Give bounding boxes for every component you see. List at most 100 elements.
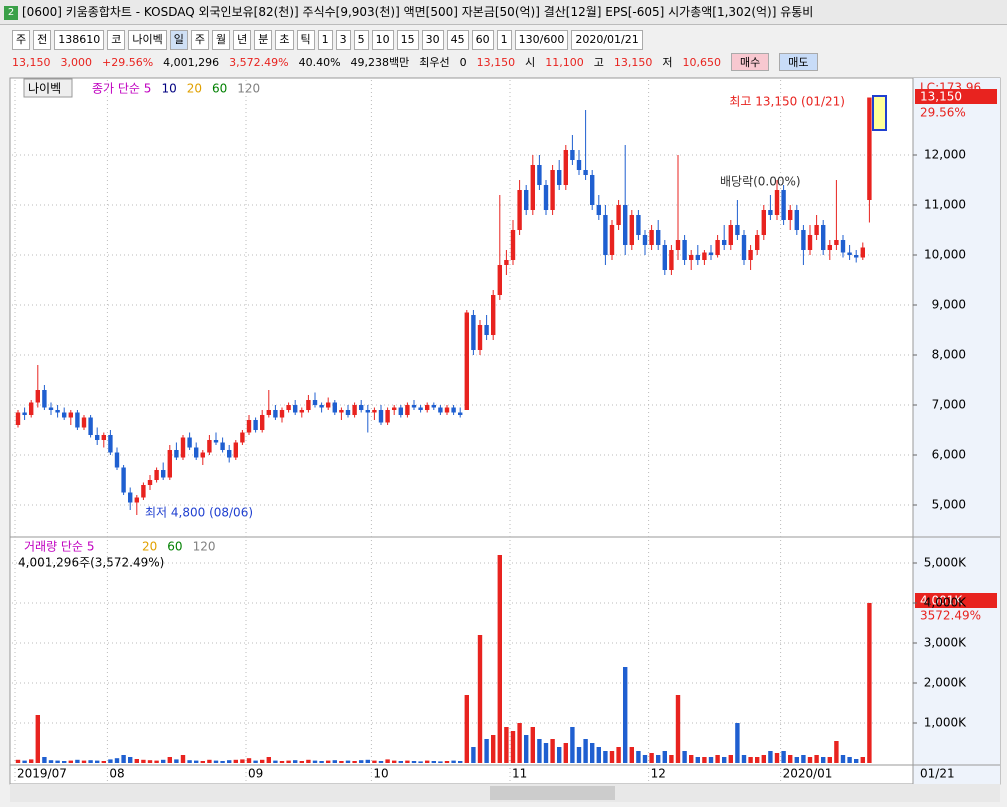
toolbar-item[interactable]: 년 xyxy=(233,30,252,50)
toolbar-item[interactable]: 5 xyxy=(353,30,369,50)
volume-bar xyxy=(326,760,331,763)
volume-bar xyxy=(398,761,403,763)
toolbar-item[interactable]: 1 xyxy=(496,30,512,50)
candle-body xyxy=(794,210,799,230)
info-bar: 13,150 3,000 +29.56% 4,001,296 3,572.49% 40.4… xyxy=(12,53,818,71)
info-item[interactable]: 매수 xyxy=(731,53,770,71)
candle-body xyxy=(81,417,87,428)
toolbar-item[interactable]: 130/600 xyxy=(514,30,569,50)
last-change: 29.56% xyxy=(920,106,966,120)
y-tick-label: 6,000 xyxy=(932,448,966,462)
volume-bar xyxy=(418,761,423,763)
candle-body xyxy=(187,437,192,448)
candle-body xyxy=(807,235,813,250)
info-item: 13,150 xyxy=(476,55,516,69)
toolbar-item[interactable]: 분 xyxy=(254,30,273,50)
volume-bar xyxy=(114,758,120,763)
candle-body xyxy=(662,245,667,270)
volume-bar xyxy=(867,602,872,763)
toolbar-item[interactable]: 2020/01/21 xyxy=(571,30,643,50)
volume-bar xyxy=(682,751,687,763)
legend-entry: 10 xyxy=(161,82,176,96)
scroll-thumb[interactable] xyxy=(490,786,615,800)
toolbar-item[interactable]: 전 xyxy=(33,30,52,50)
toolbar-item[interactable]: 3 xyxy=(335,30,351,50)
candle-body xyxy=(425,405,430,410)
candle-body xyxy=(708,252,714,255)
candle-body xyxy=(55,410,60,413)
toolbar-item[interactable]: 주 xyxy=(190,30,209,50)
volume-bar xyxy=(649,753,654,763)
volume-bar xyxy=(834,741,839,763)
toolbar-item[interactable]: 틱 xyxy=(296,30,315,50)
candle-body xyxy=(649,230,654,245)
info-item: 40.40% xyxy=(298,55,341,69)
candle-body xyxy=(194,447,199,458)
toolbar-item[interactable]: 일 xyxy=(169,30,188,50)
volume-bar xyxy=(332,760,337,763)
volume-bar xyxy=(299,761,304,763)
candle-body xyxy=(286,405,291,410)
volume-bar xyxy=(609,751,615,763)
toolbar-item[interactable]: 나이벡 xyxy=(128,30,167,50)
volume-bar xyxy=(352,761,357,763)
volume-bar xyxy=(557,747,562,763)
volume-bar xyxy=(266,757,271,763)
candle-body xyxy=(768,210,773,215)
candle-body xyxy=(748,250,753,260)
toolbar-item[interactable]: 월 xyxy=(212,30,231,50)
legend-entry: 20 xyxy=(187,82,202,96)
volume-bar xyxy=(570,727,575,763)
volume-bar xyxy=(306,759,311,763)
volume-bar xyxy=(451,760,456,763)
toolbar-item[interactable]: 코 xyxy=(107,30,126,50)
volume-bar xyxy=(339,761,344,763)
candle-body xyxy=(411,405,417,408)
volume-bar xyxy=(484,739,489,763)
volume-bar xyxy=(504,727,509,763)
toolbar-item[interactable]: 주 xyxy=(12,30,31,50)
toolbar-item[interactable]: 15 xyxy=(396,30,419,50)
candle-body xyxy=(451,407,456,413)
toolbar-item[interactable]: 30 xyxy=(421,30,444,50)
info-item: 13,150 xyxy=(12,55,51,69)
info-item: 시 xyxy=(525,56,536,69)
info-item: 13,150 xyxy=(613,55,653,69)
toolbar-item[interactable]: 1 xyxy=(317,30,333,50)
toolbar-item[interactable]: 138610 xyxy=(54,30,105,50)
candle-body xyxy=(345,410,351,415)
candle-body xyxy=(279,410,285,418)
legend-entry: 120 xyxy=(237,82,260,96)
volume-bar xyxy=(134,759,139,763)
volume-info: 4,001,296주(3,572.49%) xyxy=(18,556,164,570)
toolbar-item[interactable]: 60 xyxy=(471,30,494,50)
low-annotation: 최저 4,800 (08/06) xyxy=(145,506,253,520)
toolbar-item[interactable]: 45 xyxy=(446,30,469,50)
volume-bar xyxy=(319,761,324,763)
volume-bar xyxy=(147,760,153,763)
y-tick-label: 5,000 xyxy=(932,498,966,512)
volume-bar xyxy=(537,739,542,763)
candle-body xyxy=(147,480,153,485)
candle-body xyxy=(359,405,364,410)
x-tick-label: 2019/07 xyxy=(17,767,67,781)
volume-bar xyxy=(161,759,166,763)
candle-body xyxy=(867,97,872,200)
volume-bar xyxy=(88,760,93,763)
info-item: 최우선 xyxy=(419,56,450,69)
info-item[interactable]: 매도 xyxy=(779,53,818,71)
candle-body xyxy=(695,255,700,260)
x-tick-label: 08 xyxy=(109,767,124,781)
volume-bar xyxy=(444,761,450,763)
y-tick-label: 3,000K xyxy=(924,636,967,650)
candle-body xyxy=(319,405,324,408)
toolbar-item[interactable]: 10 xyxy=(371,30,394,50)
volume-bar xyxy=(200,761,205,763)
candle-body xyxy=(517,190,522,230)
toolbar-item[interactable]: 초 xyxy=(275,30,294,50)
candle-body xyxy=(352,405,357,415)
candle-body xyxy=(29,402,34,415)
volume-bar xyxy=(365,759,370,763)
y-tick-label: 4,000K xyxy=(924,596,967,610)
candle-body xyxy=(385,410,390,423)
